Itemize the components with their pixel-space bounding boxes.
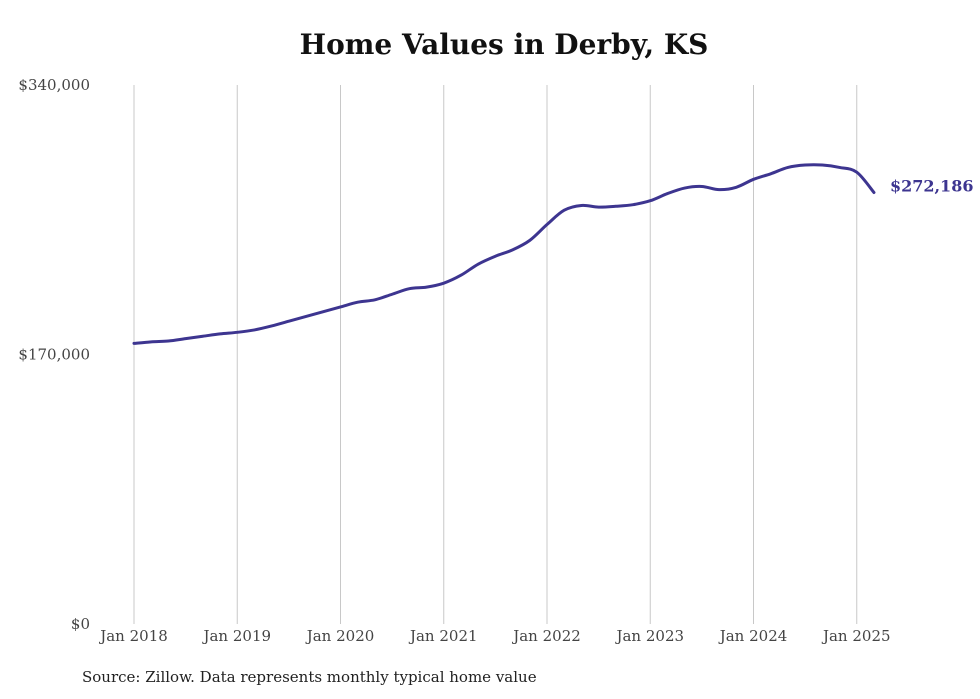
latest-value-label: $272,186 — [890, 177, 974, 196]
x-tick-label: Jan 2025 — [821, 627, 891, 645]
y-tick-label: $0 — [71, 615, 90, 633]
y-axis: $0 $170,000 $340,000 — [18, 76, 90, 633]
x-tick-label: Jan 2020 — [305, 627, 375, 645]
x-axis: Jan 2018 Jan 2019 Jan 2020 Jan 2021 Jan 2022… — [98, 627, 890, 645]
x-tick-label: Jan 2023 — [614, 627, 684, 645]
source-note: Source: Zillow. Data represents monthly … — [82, 668, 537, 686]
x-tick-label: Jan 2024 — [718, 627, 788, 645]
x-tick-label: Jan 2021 — [408, 627, 478, 645]
home-value-line — [132, 163, 876, 345]
chart-title: Home Values in Derby, KS — [299, 28, 709, 61]
y-tick-label: $170,000 — [18, 346, 90, 364]
y-tick-label: $340,000 — [18, 76, 90, 94]
x-tick-label: Jan 2022 — [511, 627, 581, 645]
x-tick-label: Jan 2019 — [201, 627, 271, 645]
x-tick-label: Jan 2018 — [98, 627, 168, 645]
gridlines — [133, 85, 858, 624]
